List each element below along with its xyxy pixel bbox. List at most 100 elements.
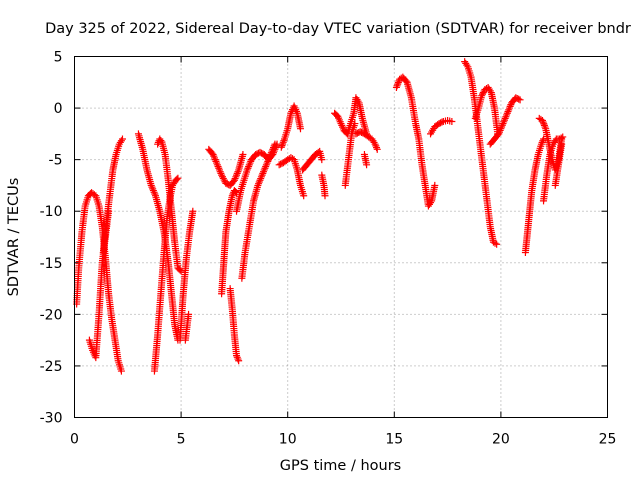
- data-point: [231, 175, 239, 183]
- data-point: [263, 159, 271, 167]
- data-point: [478, 92, 486, 100]
- data-point: [559, 133, 567, 141]
- data-point: [300, 192, 308, 200]
- data-point: [255, 180, 263, 188]
- data-point: [231, 188, 239, 196]
- data-point: [371, 140, 379, 148]
- data-point: [271, 140, 279, 148]
- data-point: [218, 173, 226, 181]
- data-point: [230, 176, 238, 184]
- x-tick-label: 0: [70, 432, 79, 448]
- data-point: [149, 187, 157, 195]
- data-point: [539, 118, 547, 126]
- data-point: [506, 102, 514, 110]
- data-point: [501, 114, 509, 122]
- data-point: [233, 171, 241, 179]
- data-point: [217, 169, 225, 177]
- data-point: [147, 181, 155, 189]
- data-point: [495, 130, 503, 138]
- data-point: [259, 169, 267, 177]
- data-point: [213, 159, 221, 167]
- data-point: [189, 207, 197, 215]
- data-point: [321, 192, 329, 200]
- data-point: [151, 190, 159, 198]
- data-point: [296, 125, 304, 133]
- data-point: [351, 120, 359, 128]
- data-point: [479, 90, 487, 98]
- data-point: [228, 192, 236, 200]
- data-point: [277, 143, 285, 151]
- data-point: [540, 121, 548, 129]
- data-point: [246, 159, 254, 167]
- data-point: [185, 310, 193, 318]
- data-point: [260, 166, 268, 174]
- data-point: [500, 116, 508, 124]
- data-point: [505, 104, 513, 112]
- x-tick-label: 5: [177, 432, 186, 448]
- data-point: [157, 137, 165, 145]
- data-point: [503, 109, 511, 117]
- data-point: [393, 82, 401, 90]
- data-point: [212, 157, 220, 165]
- y-tick-label: -10: [40, 204, 63, 220]
- data-point: [243, 166, 251, 174]
- data-point: [557, 134, 565, 142]
- data-point: [540, 135, 548, 143]
- y-axis-label: SDTVAR / TECUs: [6, 178, 22, 297]
- data-point: [220, 176, 228, 184]
- data-point: [211, 156, 219, 164]
- x-axis-label: GPS time / hours: [280, 458, 401, 474]
- data-point: [218, 171, 226, 179]
- data-point: [213, 161, 221, 169]
- data-point: [257, 173, 265, 181]
- data-point: [257, 175, 265, 183]
- data-point: [498, 123, 506, 131]
- data-point: [267, 150, 275, 158]
- data-point: [234, 168, 242, 176]
- data-point: [211, 154, 219, 162]
- data-point: [402, 77, 410, 85]
- data-point: [448, 117, 456, 125]
- data-point: [215, 164, 223, 172]
- data-point: [318, 156, 326, 164]
- x-tick-label: 20: [492, 432, 510, 448]
- data-point: [498, 121, 506, 129]
- data-point: [260, 168, 268, 176]
- data-point: [209, 150, 217, 158]
- data-point: [372, 142, 380, 150]
- data-point: [117, 367, 125, 375]
- data-point: [265, 154, 273, 162]
- data-point: [491, 239, 499, 247]
- data-point: [267, 149, 275, 157]
- data-point: [174, 174, 182, 182]
- x-tick-label: 15: [385, 432, 403, 448]
- data-point: [394, 78, 402, 86]
- data-point: [256, 176, 264, 184]
- data-point: [150, 188, 158, 196]
- data-point: [239, 150, 247, 158]
- data-point: [515, 95, 523, 103]
- data-point: [148, 183, 156, 191]
- y-tick-label: -25: [40, 359, 63, 375]
- data-point: [558, 140, 566, 148]
- plot-frame: [74, 56, 608, 418]
- data-point: [504, 108, 512, 116]
- data-point: [499, 120, 507, 128]
- data-point: [262, 163, 270, 171]
- data-point: [502, 113, 510, 121]
- y-tick-label: -30: [40, 411, 63, 427]
- data-point: [278, 142, 286, 150]
- data-point: [117, 137, 125, 145]
- data-point: [264, 157, 272, 165]
- y-tick-label: -15: [40, 256, 63, 272]
- data-point: [438, 118, 446, 126]
- data-point: [214, 163, 222, 171]
- y-tick-label: 5: [54, 50, 63, 66]
- data-point: [245, 163, 253, 171]
- data-point: [149, 185, 157, 193]
- data-point: [215, 166, 223, 174]
- data-point: [233, 169, 241, 177]
- data-point: [537, 140, 545, 148]
- data-point: [270, 142, 278, 150]
- data-point: [479, 89, 487, 97]
